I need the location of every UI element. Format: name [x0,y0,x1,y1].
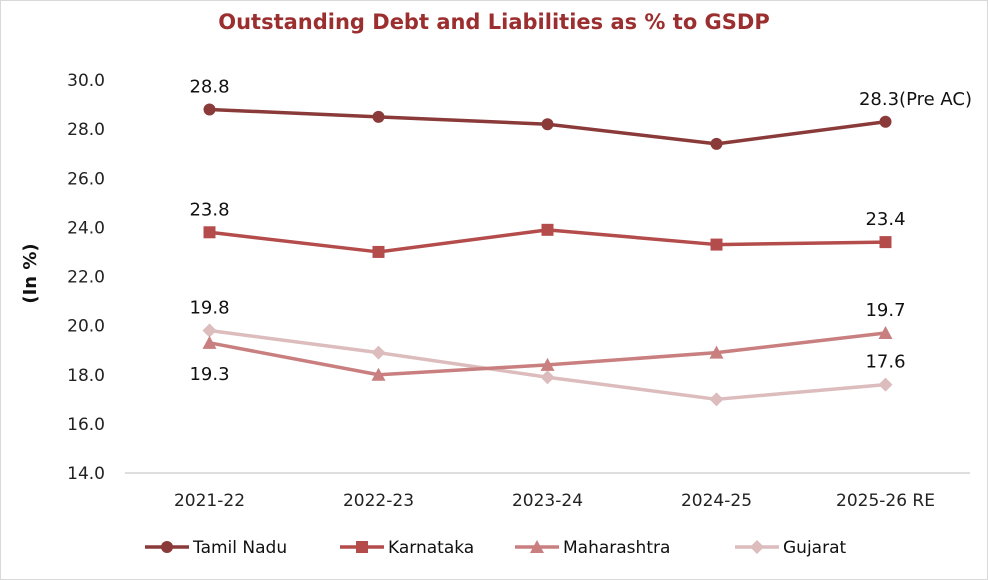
legend-label: Tamil Nadu [192,538,287,558]
legend-label: Maharashtra [563,538,670,558]
data-label: 19.7 [865,300,905,321]
data-point [372,110,385,123]
legend-item-gujarat: Gujarat [735,538,846,558]
data-labels: 28.8 28.3(Pre AC) 23.8 23.4 19.8 19.3 19.7 17.6 [189,76,972,384]
y-tick-label: 18.0 [67,366,105,386]
data-point [710,238,723,251]
x-tick-label: 2021-22 [174,491,245,511]
y-axis-label: (In %) [20,243,41,303]
data-point [541,223,554,236]
legend-item-karnataka: Karnataka [340,538,474,558]
x-tick-label: 2024-25 [681,491,752,511]
data-label: 28.8 [189,76,229,97]
data-point [203,103,216,116]
data-point [371,345,386,360]
data-point [372,245,385,258]
series-tamil-nadu [203,103,892,150]
chart-title: Outstanding Debt and Liabilities as % to… [218,10,770,34]
legend-label: Karnataka [388,538,474,558]
axes: 14.0 16.0 18.0 20.0 22.0 24.0 26.0 28.0 30.0 2021… [20,71,970,511]
data-point [371,367,386,381]
series-karnataka [203,223,892,258]
data-point [203,226,216,239]
legend-marker [161,541,173,553]
data-label: 19.3 [189,364,229,385]
x-tick-label: 2025-26 RE [836,491,935,511]
legend-marker [750,540,764,554]
data-label: 23.4 [865,209,905,230]
x-tick-label: 2022-23 [343,491,414,511]
data-point [710,137,723,150]
y-tick-label: 26.0 [67,169,105,189]
data-point [541,118,554,131]
legend: Tamil Nadu Karnataka Maharashtra Gujarat [145,538,846,558]
data-point [879,115,892,128]
data-point [878,377,893,392]
data-point [540,357,555,371]
legend-marker [356,541,368,553]
data-point [202,335,217,349]
legend-label: Gujarat [783,538,846,558]
data-label: 17.6 [865,352,905,373]
legend-marker [530,540,544,553]
data-point [709,392,724,407]
data-label: 28.3(Pre AC) [859,89,972,110]
data-label: 23.8 [189,199,229,220]
data-point [540,370,555,385]
y-tick-label: 28.0 [67,120,105,140]
y-tick-label: 24.0 [67,218,105,238]
x-tick-label: 2023-24 [512,491,583,511]
data-point [709,345,724,359]
y-tick-label: 30.0 [67,71,105,91]
legend-item-tamil-nadu: Tamil Nadu [145,538,287,558]
y-tick-label: 14.0 [67,464,105,484]
data-point [879,236,892,249]
series-gujarat [202,323,893,407]
series-maharashtra [202,325,893,381]
data-point [202,323,217,338]
y-tick-label: 16.0 [67,415,105,435]
y-tick-label: 20.0 [67,317,105,337]
y-tick-label: 22.0 [67,268,105,288]
series-layer [202,103,893,407]
legend-item-maharashtra: Maharashtra [515,538,670,558]
data-label: 19.8 [189,298,229,319]
data-point [878,325,893,339]
